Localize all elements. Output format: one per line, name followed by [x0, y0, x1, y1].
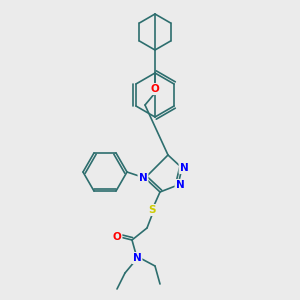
Text: N: N — [176, 180, 184, 190]
Text: S: S — [148, 205, 156, 215]
Text: O: O — [151, 84, 159, 94]
Text: O: O — [112, 232, 122, 242]
Text: N: N — [139, 173, 147, 183]
Text: N: N — [133, 253, 141, 263]
Text: N: N — [180, 163, 188, 173]
